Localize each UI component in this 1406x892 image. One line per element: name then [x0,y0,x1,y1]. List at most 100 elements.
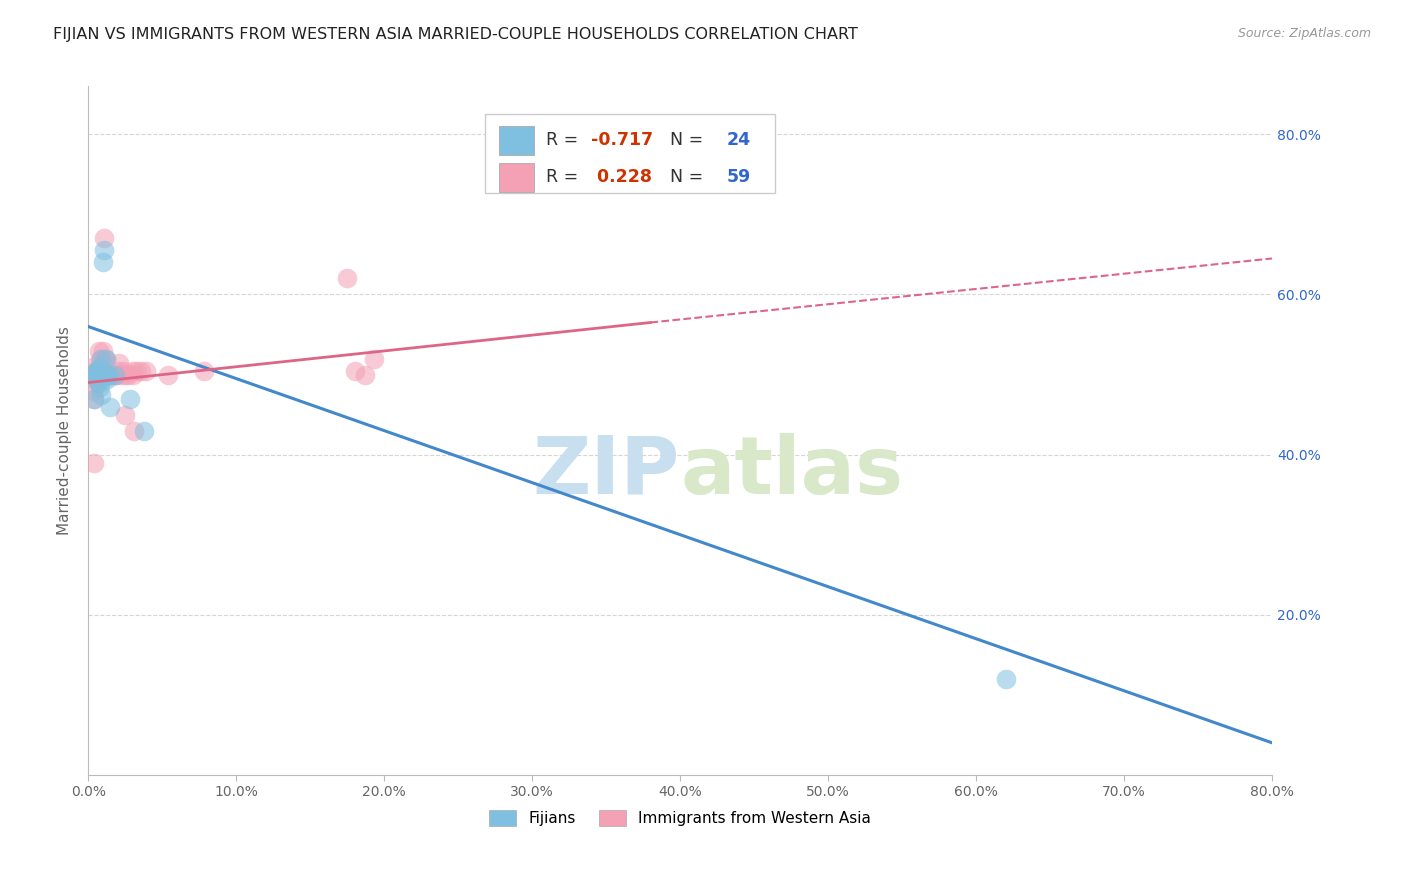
Point [87,371,110,385]
Point [97,368,120,382]
Point [94,351,117,366]
Y-axis label: Married-couple Households: Married-couple Households [58,326,72,535]
Bar [499,163,534,193]
Text: N =: N = [659,168,709,186]
Point [108,363,131,377]
Point [343,363,366,377]
Point [114,368,136,382]
Text: atlas: atlas [681,433,903,511]
Point [86,363,108,377]
Point [994,672,1017,686]
Point [97,368,120,382]
Point [354,368,377,382]
Text: R =: R = [547,130,583,149]
Point [90,368,112,382]
Point [91,359,114,374]
Point [87,343,110,358]
Text: N =: N = [659,130,709,149]
Point [96,368,118,382]
Point [89,368,111,382]
Point [84,371,107,385]
Point [93,351,115,366]
Point [104,368,127,382]
Point [91,368,114,382]
Point [98,368,121,382]
Point [104,368,127,382]
Point [94,368,117,382]
Point [89,379,111,393]
Point [84,368,107,382]
Point [101,368,124,382]
Point [105,368,128,382]
Point [117,368,139,382]
Point [93,244,115,258]
Point [108,355,131,369]
Point [90,368,112,382]
Point [86,368,108,382]
Point [112,363,135,377]
Point [89,368,111,382]
Point [363,351,385,366]
Point [131,363,153,377]
Point [89,359,111,374]
Point [91,255,114,269]
Point [84,363,107,377]
Point [87,368,110,382]
Point [157,368,180,382]
Text: 0.228: 0.228 [592,168,652,186]
Point [121,368,143,382]
Point [84,371,107,385]
Point [90,363,112,377]
Point [134,424,156,438]
Text: R =: R = [547,168,583,186]
Point [91,368,114,382]
Point [122,424,145,438]
Point [89,351,111,366]
Text: 59: 59 [727,168,751,186]
Text: 24: 24 [727,130,751,149]
Text: -0.717: -0.717 [592,130,654,149]
Point [83,392,105,406]
Point [114,408,136,422]
Text: Source: ZipAtlas.com: Source: ZipAtlas.com [1237,27,1371,40]
FancyBboxPatch shape [485,114,775,193]
Point [82,384,104,398]
Point [91,343,114,358]
Point [121,363,143,377]
Point [90,363,112,377]
Point [83,368,105,382]
Point [86,376,108,390]
Point [86,368,108,382]
Point [96,371,118,385]
Point [87,368,110,382]
Point [336,271,359,285]
Point [87,376,110,390]
Point [86,363,108,377]
Point [135,363,157,377]
Point [118,392,141,406]
Point [90,351,112,366]
Point [93,231,115,245]
Text: FIJIAN VS IMMIGRANTS FROM WESTERN ASIA MARRIED-COUPLE HOUSEHOLDS CORRELATION CHA: FIJIAN VS IMMIGRANTS FROM WESTERN ASIA M… [53,27,858,42]
Point [80,368,103,382]
Point [90,387,112,401]
Point [96,368,118,382]
Point [110,368,132,382]
Point [97,368,120,382]
Legend: Fijians, Immigrants from Western Asia: Fijians, Immigrants from Western Asia [482,805,877,832]
Point [98,400,121,414]
Point [86,371,108,385]
Text: ZIP: ZIP [533,433,681,511]
Point [125,363,148,377]
Point [82,359,104,374]
Point [96,368,118,382]
Point [94,351,117,366]
Bar [499,127,534,155]
Point [193,363,215,377]
Point [94,368,117,382]
Point [82,368,104,382]
Point [83,456,105,470]
Point [84,363,107,377]
Point [83,392,105,406]
Point [87,363,110,377]
